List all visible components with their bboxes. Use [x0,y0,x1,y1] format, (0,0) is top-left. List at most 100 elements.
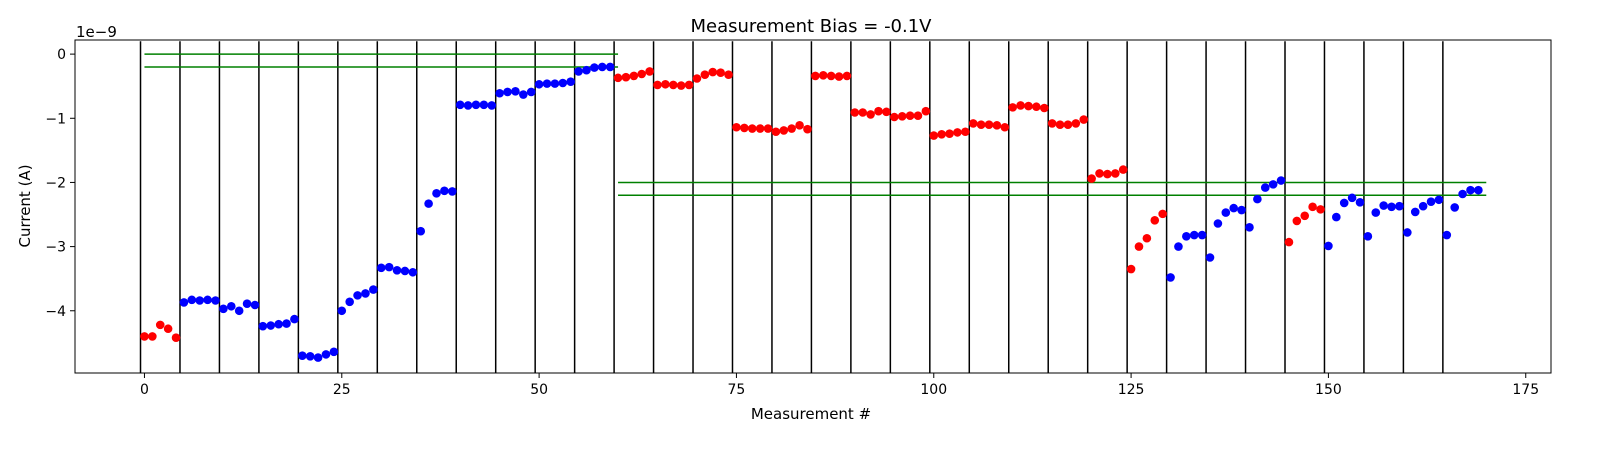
data-point [1150,215,1160,225]
data-point [1474,185,1483,195]
data-point [732,122,741,132]
data-point [1055,120,1065,129]
data-point [961,127,970,137]
data-point [566,77,575,87]
data-point [313,353,323,362]
data-point [463,101,473,110]
data-point [1426,197,1436,206]
data-point [455,100,465,110]
data-point [1347,193,1357,203]
data-point [1032,102,1041,112]
data-point [724,70,733,79]
data-point [140,332,149,341]
data-point [384,262,394,272]
data-point [1158,209,1167,219]
data-point [1039,103,1049,113]
data-point [534,79,544,89]
data-point [700,70,710,79]
data-point [637,69,647,79]
data-point [1245,223,1254,232]
data-point [684,80,694,90]
data-point [1079,115,1089,124]
data-point [1458,189,1467,199]
data-point [155,320,165,330]
data-point [747,124,757,133]
data-point [653,80,662,90]
y-axis-ticks: 0 −1 −2 −3 −4 [45,47,75,320]
data-point [440,186,449,196]
data-point [479,100,489,110]
data-point [1213,219,1223,228]
data-point [661,79,670,89]
data-point [574,67,583,76]
data-point [305,352,315,361]
data-point [858,108,868,117]
data-point [1095,169,1104,178]
data-point [329,347,339,357]
data-point [487,101,497,110]
data-point [929,131,939,140]
data-point [392,266,402,275]
data-point [337,306,347,316]
data-point [408,267,418,277]
data-point [716,68,725,78]
data-point [1450,203,1460,212]
data-point [787,124,796,133]
data-point [234,306,244,316]
data-point [1142,233,1152,243]
data-point [432,189,441,198]
data-point [874,106,883,116]
y-tick-label: −3 [45,240,66,256]
data-point [1126,264,1136,274]
y-scale-label: 1e−9 [76,23,117,41]
data-point [1260,183,1270,192]
data-point [1276,176,1286,185]
plot-frame [74,39,1552,374]
x-tick-label: 75 [728,382,746,398]
data-point [1221,208,1231,217]
data-point [258,321,268,331]
data-point [1071,119,1081,128]
data-point [376,263,386,273]
data-point [1434,195,1444,205]
data-point [882,107,891,117]
data-point [503,87,512,97]
data-point [171,333,181,343]
data-point [913,111,923,121]
data-point [163,324,173,334]
data-point [250,300,260,310]
data-point [519,90,528,99]
data-point [1387,202,1396,212]
data-point [1087,174,1096,183]
data-point [921,106,931,116]
x-tick-label: 125 [1118,382,1145,398]
y-tick-label: −2 [45,175,66,191]
data-point [1253,194,1262,204]
data-point [811,71,820,81]
data-point [755,124,765,133]
data-point [779,126,789,135]
data-point [1229,203,1238,213]
data-point [187,295,197,305]
data-point [629,71,639,81]
data-point [550,79,560,88]
data-point [511,87,520,96]
data-point [1466,185,1475,195]
data-point [605,62,615,72]
data-point [818,70,828,80]
data-point [613,73,623,83]
data-point [708,67,718,77]
data-point [1197,230,1207,240]
data-point [968,119,978,128]
data-point [211,296,220,305]
data-point [148,332,157,341]
data-point [195,296,205,305]
data-point [668,80,678,90]
data-point [1016,101,1025,110]
data-point [226,301,236,311]
data-point [826,71,836,81]
data-point [1308,202,1317,212]
x-tick-label: 175 [1512,382,1539,398]
data-point [203,295,212,305]
